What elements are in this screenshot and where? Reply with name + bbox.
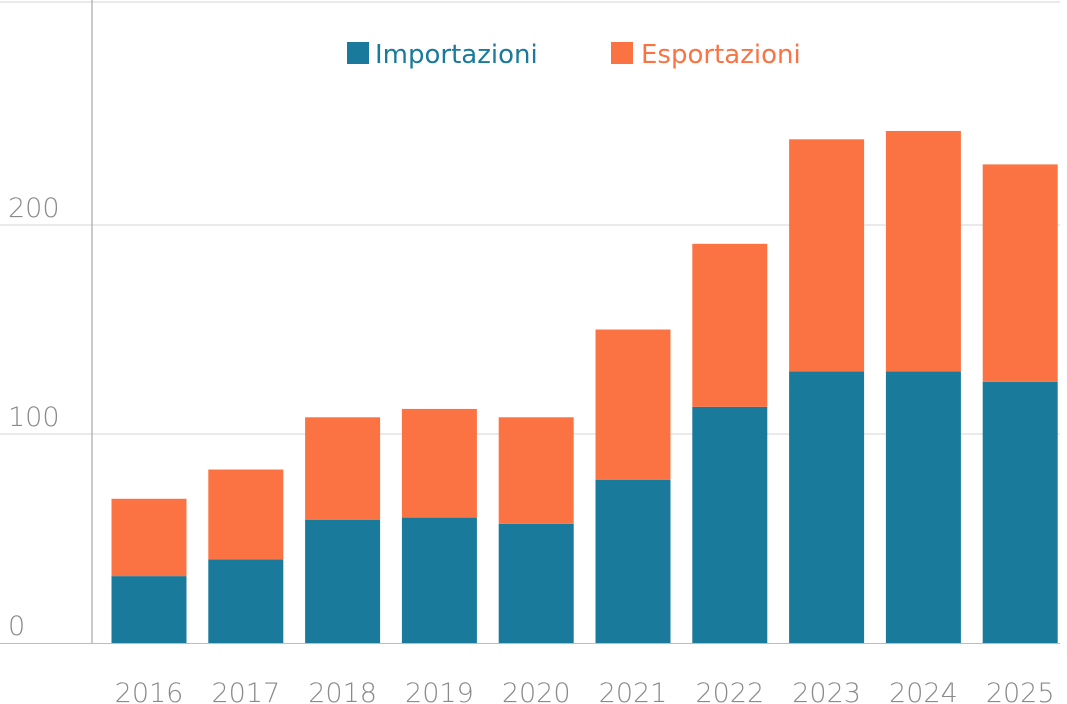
bar-esportazioni-2023 xyxy=(789,139,865,372)
bar-importazioni-2020 xyxy=(498,523,574,643)
bar-importazioni-2019 xyxy=(401,517,477,643)
bar-importazioni-2024 xyxy=(885,371,961,643)
bar-esportazioni-2016 xyxy=(111,498,187,577)
x-tick-label: 2018 xyxy=(308,678,377,704)
bar-importazioni-2021 xyxy=(595,479,671,643)
bar-importazioni-2022 xyxy=(692,406,768,643)
bar-esportazioni-2020 xyxy=(498,417,574,524)
x-tick-label: 2024 xyxy=(889,678,958,704)
bar-importazioni-2023 xyxy=(789,371,865,643)
bar-esportazioni-2022 xyxy=(692,243,768,407)
x-tick-label: 2020 xyxy=(502,678,571,704)
bar-importazioni-2016 xyxy=(111,576,187,643)
legend-swatch-importazioni xyxy=(347,42,369,64)
x-tick-label: 2025 xyxy=(986,678,1055,704)
legend-swatch-esportazioni xyxy=(611,42,633,64)
bar-esportazioni-2017 xyxy=(208,469,284,560)
bar-esportazioni-2018 xyxy=(305,417,381,520)
x-tick-label: 2016 xyxy=(115,678,184,704)
bar-esportazioni-2021 xyxy=(595,329,671,480)
x-tick-label: 2023 xyxy=(792,678,861,704)
bar-importazioni-2018 xyxy=(305,519,381,643)
y-tick-label: 100 xyxy=(8,402,60,433)
bar-esportazioni-2019 xyxy=(401,408,477,518)
x-tick-label: 2021 xyxy=(599,678,668,704)
bar-importazioni-2025 xyxy=(982,381,1058,643)
y-tick-label: 200 xyxy=(8,193,60,224)
x-tick-label: 2022 xyxy=(695,678,764,704)
bar-esportazioni-2025 xyxy=(982,164,1058,382)
x-tick-label: 2019 xyxy=(405,678,474,704)
y-tick-label: 0 xyxy=(8,611,25,642)
bar-importazioni-2017 xyxy=(208,559,284,643)
legend-label-esportazioni: Esportazioni xyxy=(641,40,801,70)
x-tick-label: 2017 xyxy=(211,678,280,704)
legend-label-importazioni: Importazioni xyxy=(375,40,538,70)
bar-esportazioni-2024 xyxy=(885,130,961,372)
